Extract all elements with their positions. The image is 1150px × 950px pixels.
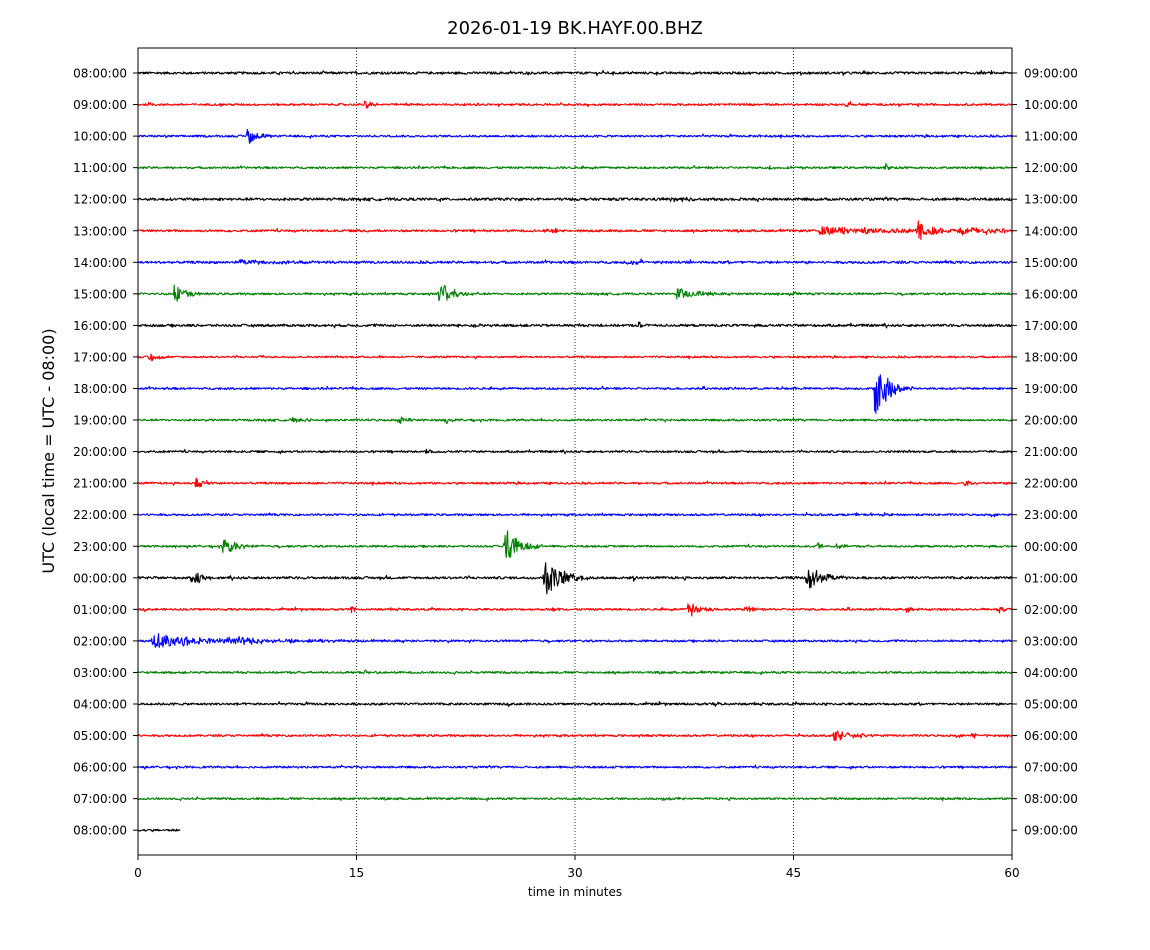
y-axis-label: UTC (local time = UTC - 08:00): [39, 328, 58, 573]
right-tick-label: 09:00:00: [1024, 67, 1078, 81]
right-tick-label: 20:00:00: [1024, 414, 1078, 428]
left-tick-label: 04:00:00: [73, 698, 127, 712]
right-tick-label: 18:00:00: [1024, 350, 1078, 364]
trace-line: [137, 100, 1013, 109]
right-tick-label: 07:00:00: [1024, 761, 1078, 775]
right-tick-label: 13:00:00: [1024, 193, 1078, 207]
left-tick-label: 20:00:00: [73, 445, 127, 459]
x-tick-label: 60: [1004, 866, 1019, 880]
left-tick-label: 01:00:00: [73, 603, 127, 617]
trace-line: [137, 562, 1013, 595]
trace-line: [137, 701, 1013, 707]
right-tick-label: 03:00:00: [1024, 634, 1078, 648]
left-tick-label: 21:00:00: [73, 477, 127, 491]
right-tick-label: 04:00:00: [1024, 666, 1078, 680]
x-axis: 0 15 30 45 60: [134, 855, 1020, 880]
right-tick-label: 06:00:00: [1024, 729, 1078, 743]
right-tick-label: 21:00:00: [1024, 445, 1078, 459]
left-tick-label: 07:00:00: [73, 792, 127, 806]
left-tick-label: 00:00:00: [73, 571, 127, 585]
trace-line: [137, 633, 1012, 648]
left-tick-label: 06:00:00: [73, 761, 127, 775]
left-tick-label: 08:00:00: [73, 824, 127, 838]
trace-line: [137, 603, 1013, 617]
trace-line: [137, 220, 1013, 241]
trace-line: [137, 669, 1013, 676]
trace-line: [137, 764, 1013, 770]
left-tick-label: 13:00:00: [73, 224, 127, 238]
left-tick-label: 17:00:00: [73, 350, 127, 364]
x-axis-label: time in minutes: [528, 885, 622, 899]
right-tick-label: 01:00:00: [1024, 571, 1078, 585]
right-axis: 09:00:00 10:00:00 11:00:00 12:00:00 13:00:00…: [1012, 67, 1078, 838]
left-axis: 08:00:00 09:00:00 10:00:00 11:00:00 12:00:00…: [73, 67, 138, 838]
left-tick-label: 15:00:00: [73, 287, 127, 301]
left-tick-label: 18:00:00: [73, 382, 127, 396]
trace-line: [137, 416, 1013, 425]
right-tick-label: 08:00:00: [1024, 792, 1078, 806]
trace-line: [137, 374, 1013, 415]
right-tick-label: 05:00:00: [1024, 698, 1078, 712]
right-tick-label: 22:00:00: [1024, 477, 1078, 491]
x-tick-label: 45: [786, 866, 801, 880]
left-tick-label: 09:00:00: [73, 98, 127, 112]
left-tick-label: 08:00:00: [73, 67, 127, 81]
right-tick-label: 23:00:00: [1024, 508, 1078, 522]
right-tick-label: 11:00:00: [1024, 130, 1078, 144]
trace-line: [137, 353, 1013, 361]
left-tick-label: 16:00:00: [73, 319, 127, 333]
left-tick-label: 05:00:00: [73, 729, 127, 743]
right-tick-label: 17:00:00: [1024, 319, 1078, 333]
left-tick-label: 14:00:00: [73, 256, 127, 270]
x-tick-label: 0: [134, 866, 142, 880]
trace-line: [137, 128, 1013, 144]
x-tick-label: 30: [567, 866, 582, 880]
right-tick-label: 16:00:00: [1024, 287, 1078, 301]
trace-line: [137, 511, 1013, 518]
trace-line: [137, 828, 181, 833]
trace-line: [137, 196, 1013, 203]
right-tick-label: 09:00:00: [1024, 824, 1078, 838]
left-tick-label: 10:00:00: [73, 130, 127, 144]
trace-line: [137, 284, 1013, 302]
right-tick-label: 19:00:00: [1024, 382, 1078, 396]
right-tick-label: 15:00:00: [1024, 256, 1078, 270]
right-tick-label: 14:00:00: [1024, 224, 1078, 238]
chart-title: 2026-01-19 BK.HAYF.00.BHZ: [447, 18, 703, 39]
gridlines: [356, 48, 794, 855]
right-tick-label: 12:00:00: [1024, 161, 1078, 175]
left-tick-label: 11:00:00: [73, 161, 127, 175]
trace-line: [137, 796, 1013, 802]
trace-line: [137, 258, 1013, 265]
left-tick-label: 19:00:00: [73, 414, 127, 428]
left-tick-label: 02:00:00: [73, 634, 127, 648]
trace-line: [137, 448, 1013, 455]
left-tick-label: 23:00:00: [73, 540, 127, 554]
right-tick-label: 00:00:00: [1024, 540, 1078, 554]
right-tick-label: 10:00:00: [1024, 98, 1078, 112]
trace-line: [137, 69, 1013, 77]
trace-line: [137, 163, 1013, 171]
trace-line: [137, 477, 1013, 488]
trace-group: [137, 69, 1013, 833]
right-tick-label: 02:00:00: [1024, 603, 1078, 617]
left-tick-label: 03:00:00: [73, 666, 127, 680]
trace-line: [137, 530, 1013, 558]
left-tick-label: 12:00:00: [73, 193, 127, 207]
x-tick-label: 15: [349, 866, 364, 880]
trace-line: [137, 321, 1013, 329]
left-tick-label: 22:00:00: [73, 508, 127, 522]
trace-line: [137, 730, 1013, 742]
